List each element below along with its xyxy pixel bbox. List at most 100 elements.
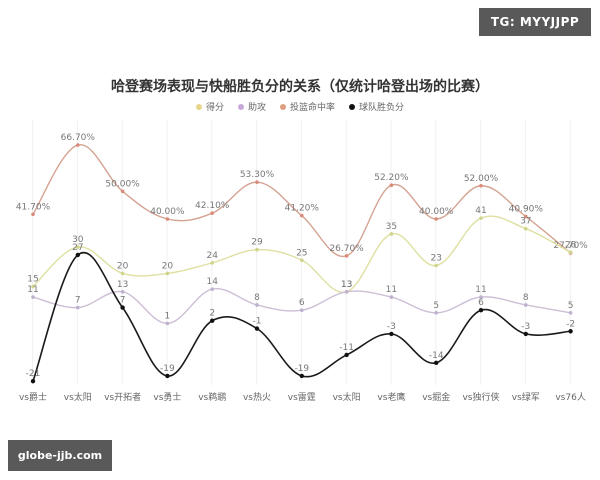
data-point[interactable] (254, 326, 260, 331)
data-point[interactable] (76, 305, 80, 310)
x-axis-tick-label: vs太阳 (64, 391, 92, 403)
data-point[interactable] (434, 360, 439, 366)
data-label: 8 (523, 293, 529, 303)
data-point[interactable] (165, 373, 170, 379)
data-point[interactable] (524, 226, 528, 231)
data-point[interactable] (210, 287, 214, 291)
data-point[interactable] (524, 214, 528, 219)
legend-item-2[interactable]: 投篮命中率 (280, 100, 335, 113)
data-label: 41.70% (16, 202, 51, 212)
data-point[interactable] (255, 180, 259, 184)
data-point[interactable] (120, 189, 125, 194)
data-point[interactable] (210, 318, 215, 323)
data-point[interactable] (434, 311, 439, 315)
data-label: 7 (120, 296, 126, 306)
watermark-top-right: TG: MYYJJPP (479, 8, 591, 36)
data-point[interactable] (255, 303, 259, 307)
legend-dot-icon (195, 103, 202, 110)
data-point[interactable] (76, 143, 80, 147)
data-point[interactable] (165, 271, 170, 276)
data-point[interactable] (165, 217, 170, 221)
x-axis-tick-label: vs开拓者 (104, 391, 141, 403)
legend-label: 球队胜负分 (359, 103, 405, 113)
legend-item-3[interactable]: 球队胜负分 (349, 100, 404, 113)
x-axis-tick-label: vs绿军 (512, 391, 540, 403)
x-axis-tick-label: vs鹈鹕 (198, 391, 226, 403)
data-point[interactable] (389, 183, 394, 188)
data-point[interactable] (30, 379, 36, 384)
data-label: 29 (251, 238, 263, 248)
data-point[interactable] (344, 254, 349, 258)
data-point[interactable] (31, 212, 35, 217)
data-point[interactable] (478, 308, 484, 313)
data-label: -21 (26, 369, 41, 379)
data-point[interactable] (479, 183, 483, 188)
data-label: 37 (520, 217, 531, 227)
data-label: 26.70% (329, 244, 364, 254)
data-point[interactable] (434, 263, 439, 268)
data-point[interactable] (479, 216, 483, 220)
data-point[interactable] (300, 258, 304, 263)
data-label: 30 (72, 235, 84, 245)
legend-item-1[interactable]: 助攻 (237, 100, 266, 113)
data-point[interactable] (568, 250, 573, 255)
data-label: 53.30% (240, 170, 275, 180)
data-label: 1 (165, 311, 171, 321)
data-point[interactable] (389, 331, 394, 337)
legend-item-0[interactable]: 得分 (195, 100, 224, 113)
data-point[interactable] (210, 261, 214, 265)
data-point[interactable] (75, 252, 81, 258)
data-label: 52.00% (464, 174, 499, 184)
data-point[interactable] (479, 295, 483, 299)
data-point[interactable] (523, 331, 528, 337)
series-line-3 (32, 251, 571, 382)
data-point[interactable] (389, 232, 394, 236)
data-label: 24 (206, 251, 218, 261)
chart-title: 哈登赛场表现与快船胜负分的关系（仅统计哈登出场的比赛） (111, 79, 489, 95)
data-point[interactable] (524, 303, 528, 307)
data-point[interactable] (31, 295, 35, 299)
data-label: 15 (27, 275, 38, 285)
data-point[interactable] (344, 290, 349, 294)
x-axis-tick-label: vs独行侠 (462, 391, 499, 403)
data-point[interactable] (568, 311, 573, 315)
data-label: 41.20% (285, 204, 320, 214)
data-label: 50.00% (105, 179, 140, 189)
data-point[interactable] (76, 245, 80, 249)
data-label: 6 (478, 298, 484, 308)
x-axis-tick-label: vs掘金 (422, 391, 450, 403)
data-label: 20 (117, 261, 129, 271)
legend-dot-icon (280, 103, 286, 110)
data-point[interactable] (120, 305, 125, 310)
data-label: 8 (254, 293, 260, 303)
data-label: 20 (162, 261, 174, 271)
data-point[interactable] (300, 213, 304, 218)
data-point[interactable] (210, 211, 214, 215)
data-label: 66.70% (61, 133, 96, 143)
data-label: 11 (386, 285, 397, 295)
data-label: 40.90% (509, 205, 544, 215)
data-point[interactable] (568, 329, 573, 334)
data-label: -1 (253, 317, 262, 327)
chart-legend: 得分 助攻 投篮命中率 球队胜负分 (0, 100, 600, 113)
data-label: 27.70% (553, 241, 588, 251)
watermark-bottom-left: globe-jjb.com (8, 440, 112, 471)
data-label: -19 (160, 364, 175, 374)
data-label: 13 (341, 280, 352, 290)
data-point[interactable] (120, 271, 125, 276)
data-label: 42.10% (195, 201, 230, 211)
data-point[interactable] (120, 290, 125, 294)
data-point[interactable] (31, 284, 35, 289)
data-point[interactable] (300, 308, 304, 313)
data-point[interactable] (389, 295, 394, 299)
data-point[interactable] (255, 247, 259, 252)
data-point[interactable] (434, 217, 439, 221)
data-point[interactable] (165, 321, 170, 326)
data-point[interactable] (344, 352, 349, 358)
data-label: 27 (72, 243, 83, 253)
data-point[interactable] (299, 373, 304, 379)
legend-label: 助攻 (247, 103, 266, 113)
x-axis-tick-label: vs雷霆 (288, 392, 316, 403)
x-axis-tick-label: vs爵士 (19, 391, 47, 403)
x-axis-tick-label: vs太阳 (333, 391, 361, 403)
